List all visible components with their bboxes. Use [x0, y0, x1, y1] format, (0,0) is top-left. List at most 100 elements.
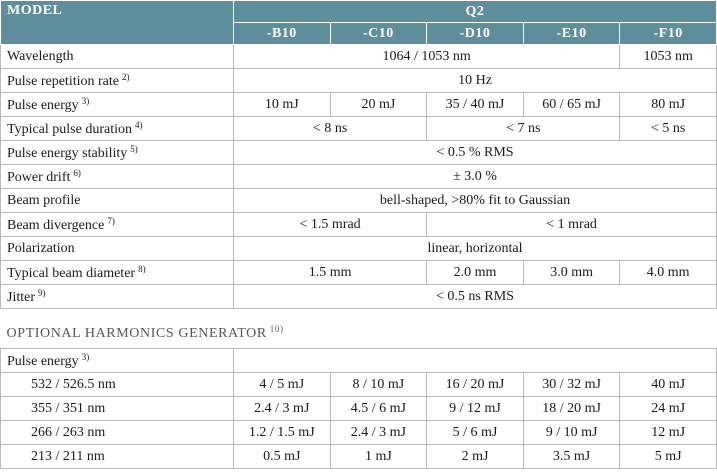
header-row: MODEL Q2: [0, 0, 717, 45]
row-label: Pulse energy 3): [0, 92, 234, 117]
footnote-marker: 6): [73, 167, 81, 178]
spec-value: 35 / 40 mJ: [426, 92, 524, 117]
spec-value: 16 / 20 mJ: [426, 372, 524, 397]
spec-row: Pulse energy 3) 10 mJ 20 mJ 35 / 40 mJ 60 / 6…: [0, 92, 717, 117]
spec-value: 30 / 32 mJ: [522, 372, 621, 397]
label-text: 355 / 351 nm: [31, 400, 106, 416]
spec-value: 24 mJ: [619, 396, 717, 421]
footnote-marker: 5): [130, 143, 138, 154]
row-label: Beam divergence 7): [0, 212, 234, 237]
spec-value: < 5 ns: [619, 116, 717, 141]
variant-header: -C10: [329, 22, 428, 45]
label-text: Pulse energy stability: [7, 145, 128, 161]
model-header: MODEL: [0, 0, 234, 45]
footnote-marker: 3): [81, 351, 90, 362]
spec-value: 4 / 5 mJ: [233, 372, 331, 397]
variant-header: -F10: [619, 22, 717, 45]
row-label: 355 / 351 nm: [0, 396, 234, 421]
variant-header: -D10: [426, 22, 524, 45]
spec-value: 3.0 mm: [522, 260, 621, 285]
harmonic-row: 213 / 211 nm 0.5 mJ 1 mJ 2 mJ 3.5 mJ 5 mJ: [0, 444, 717, 469]
label-text: Pulse energy: [7, 97, 79, 113]
label-text: 532 / 526.5 nm: [31, 376, 116, 392]
footnote-marker: 9): [38, 287, 46, 298]
label-text: Beam divergence: [7, 217, 105, 233]
variant-header: -B10: [233, 22, 331, 45]
footnote-marker: 10): [269, 324, 284, 334]
spec-value: 9 / 12 mJ: [426, 396, 524, 421]
spec-row: Pulse energy stability 5) < 0.5 % RMS: [0, 140, 717, 165]
row-label: Power drift 6): [0, 164, 234, 189]
label-text: Jitter: [7, 289, 35, 305]
footnote-marker: 2): [121, 71, 130, 82]
spec-row: Typical beam diameter 8) 1.5 mm 2.0 mm 3.0 m…: [0, 260, 717, 285]
variant-row: -B10 -C10 -D10 -E10 -F10: [1, 22, 717, 45]
spec-value: < 7 ns: [426, 116, 621, 141]
spec-value: 60 / 65 mJ: [522, 92, 621, 117]
footnote-marker: 4): [135, 119, 143, 130]
series-header: Q2: [233, 0, 717, 23]
spec-value: ± 3.0 %: [233, 164, 717, 189]
spec-value: < 0.5 % RMS: [233, 140, 717, 165]
spec-value: 2 mJ: [426, 444, 524, 469]
spec-value: 10 Hz: [233, 68, 717, 93]
label-text: Pulse repetition rate: [7, 73, 119, 89]
spec-value: 9 / 10 mJ: [522, 420, 621, 445]
spec-row: Wavelength 1064 / 1053 nm 1053 nm: [0, 44, 717, 69]
spec-value: 18 / 20 mJ: [522, 396, 621, 421]
spec-row: Pulse repetition rate 2) 10 Hz: [0, 68, 717, 93]
empty-cell: [233, 348, 717, 373]
spec-value: 2.0 mm: [426, 260, 524, 285]
spec-row: Beam divergence 7) < 1.5 mrad < 1 mrad: [0, 212, 717, 237]
label-text: Power drift: [7, 169, 71, 185]
spec-row: Jitter 9) < 0.5 ns RMS: [0, 284, 717, 309]
row-label: Typical beam diameter 8): [0, 260, 234, 285]
row-label: Pulse energy stability 5): [0, 140, 234, 165]
spec-value: < 1.5 mrad: [232, 212, 428, 237]
harmonic-row: 266 / 263 nm 1.2 / 1.5 mJ 2.4 / 3 mJ 5 / 6 …: [0, 420, 717, 445]
spec-value: 40 mJ: [619, 372, 717, 397]
subheader-row: Pulse energy 3): [0, 348, 717, 373]
spec-row: Typical pulse duration 4) < 8 ns < 7 ns < 5 …: [0, 116, 717, 141]
spec-value: 80 mJ: [619, 92, 717, 117]
section-row: OPTIONAL HARMONICS GENERATOR 10): [1, 309, 717, 349]
row-label: Pulse energy 3): [0, 348, 234, 373]
spec-value: < 1 mrad: [426, 212, 717, 237]
label-text: Typical beam diameter: [7, 265, 136, 281]
spec-value: 3.5 mJ: [522, 444, 621, 469]
spec-row: Beam profile bell-shaped, >80% fit to Gau…: [0, 188, 717, 213]
harmonic-row: 532 / 526.5 nm 4 / 5 mJ 8 / 10 mJ 16 / 20 m…: [0, 372, 717, 397]
spec-value: 1064 / 1053 nm: [232, 44, 621, 69]
label-text: Pulse energy: [7, 353, 79, 369]
spec-value: 12 mJ: [619, 420, 717, 445]
harmonic-row: 355 / 351 nm 2.4 / 3 mJ 4.5 / 6 mJ 9 / 12 m…: [0, 396, 717, 421]
variant-header: -E10: [522, 22, 621, 45]
label-text: Typical pulse duration: [7, 121, 132, 137]
spec-row: Polarization linear, horizontal: [0, 236, 717, 261]
row-label: Jitter 9): [0, 284, 234, 309]
spec-value: 10 mJ: [233, 92, 331, 117]
spec-value: 1.2 / 1.5 mJ: [233, 420, 331, 445]
spec-value: 5 mJ: [619, 444, 717, 469]
spec-value: 4.5 / 6 mJ: [329, 396, 428, 421]
spec-value: 4.0 mm: [619, 260, 717, 285]
spec-value: 1.5 mm: [232, 260, 428, 285]
spec-value: 8 / 10 mJ: [329, 372, 428, 397]
label-text: 213 / 211 nm: [31, 448, 105, 464]
row-label: 532 / 526.5 nm: [0, 372, 234, 397]
row-label: Polarization: [0, 236, 234, 261]
row-label: Beam profile: [0, 188, 234, 213]
label-text: 266 / 263 nm: [31, 424, 106, 440]
spec-value: < 8 ns: [232, 116, 428, 141]
spec-value: 2.4 / 3 mJ: [329, 420, 428, 445]
footnote-marker: 3): [81, 95, 90, 106]
label-text: Wavelength: [7, 48, 74, 64]
label-text: Polarization: [7, 240, 75, 256]
label-text: Beam profile: [7, 192, 81, 208]
section-text: OPTIONAL HARMONICS GENERATOR: [6, 326, 267, 341]
spec-row: Power drift 6) ± 3.0 %: [0, 164, 717, 189]
row-label: 213 / 211 nm: [0, 444, 234, 469]
footnote-marker: 8): [138, 263, 146, 274]
